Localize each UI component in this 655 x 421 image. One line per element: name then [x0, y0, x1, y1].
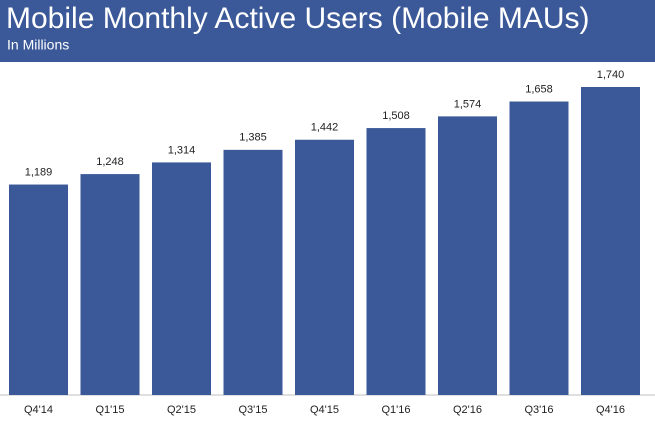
bar	[152, 162, 211, 395]
x-tick-label: Q4'15	[310, 404, 339, 416]
x-tick-label: Q1'15	[95, 404, 124, 416]
value-label: 1,574	[454, 98, 482, 110]
x-tick-label: Q3'16	[524, 404, 553, 416]
chart-subtitle: In Millions	[7, 37, 69, 53]
value-label: 1,385	[239, 132, 267, 144]
x-tick-label: Q2'16	[453, 404, 482, 416]
value-label: 1,442	[311, 122, 339, 134]
bar	[509, 101, 569, 395]
x-tick-label: Q3'15	[238, 404, 267, 416]
x-tick-label: Q2'15	[167, 404, 196, 416]
chart-title: Mobile Monthly Active Users (Mobile MAUs…	[6, 2, 590, 35]
bar	[366, 128, 426, 396]
value-label: 1,189	[25, 166, 53, 178]
header-band	[0, 0, 655, 62]
bar	[9, 184, 68, 395]
bar	[223, 149, 283, 395]
value-label: 1,508	[382, 110, 410, 122]
bar	[80, 174, 140, 395]
x-tick-label: Q1'16	[381, 404, 410, 416]
value-label: 1,248	[96, 156, 124, 168]
value-label: 1,740	[597, 69, 625, 81]
bar	[581, 87, 640, 395]
bar	[295, 139, 354, 395]
x-tick-label: Q4'14	[24, 404, 53, 416]
value-label: 1,658	[525, 83, 553, 95]
x-tick-label: Q4'16	[596, 404, 625, 416]
bar	[438, 116, 497, 395]
value-label: 1,314	[168, 144, 196, 156]
